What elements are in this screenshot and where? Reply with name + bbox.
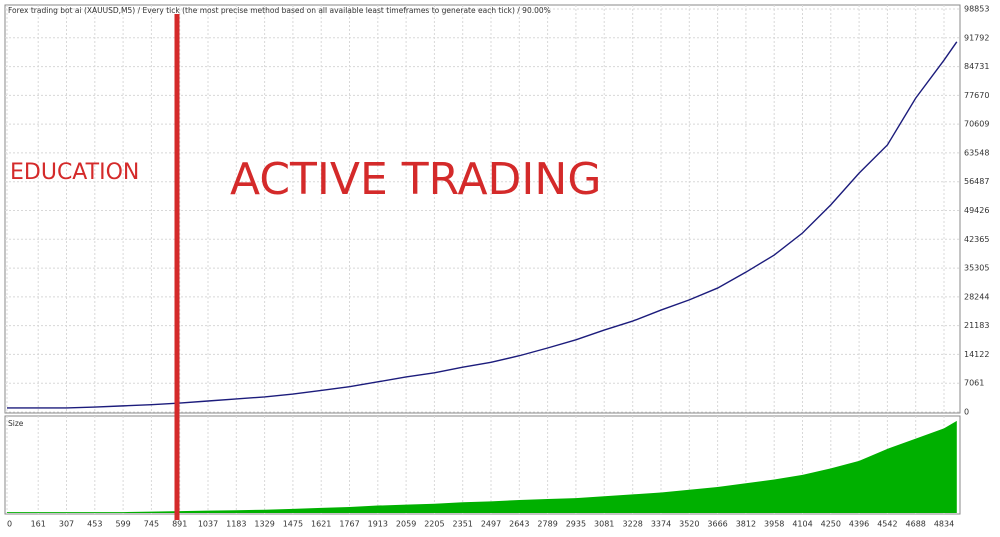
x-tick-label: 161	[31, 520, 46, 529]
y-tick-label: 91792	[964, 33, 989, 42]
x-tick-label: 1183	[226, 520, 246, 529]
x-tick-label: 1767	[339, 520, 359, 529]
y-tick-label: 7061	[964, 379, 984, 388]
x-tick-label: 307	[59, 520, 74, 529]
y-tick-label: 84731	[964, 62, 989, 71]
size-area	[7, 420, 957, 513]
balance-line	[7, 41, 958, 409]
y-tick-label: 56487	[964, 177, 989, 186]
y-tick-label: 77670	[964, 91, 989, 100]
x-tick-label: 3812	[736, 520, 756, 529]
x-tick-label: 4542	[877, 520, 897, 529]
chart-title: Forex trading bot ai (XAUUSD,M5) / Every…	[8, 6, 551, 15]
y-tick-label: 70609	[964, 120, 989, 129]
x-tick-label: 2351	[453, 520, 473, 529]
x-tick-label: 3666	[707, 520, 727, 529]
x-tick-label: 4396	[849, 520, 869, 529]
x-tick-label: 1329	[254, 520, 274, 529]
x-tick-label: 4688	[906, 520, 926, 529]
x-tick-label: 599	[115, 520, 130, 529]
x-tick-label: 3081	[594, 520, 614, 529]
y-tick-label: 21183	[964, 321, 989, 330]
y-tick-label: 28244	[964, 292, 989, 301]
x-tick-label: 2789	[537, 520, 557, 529]
y-tick-label: 63548	[964, 148, 989, 157]
size-label: Size	[8, 419, 24, 428]
x-tick-label: 891	[172, 520, 187, 529]
x-tick-label: 3520	[679, 520, 699, 529]
y-tick-label: 0	[964, 408, 969, 417]
y-tick-label: 35305	[964, 264, 989, 273]
x-tick-label: 0	[7, 520, 12, 529]
x-tick-label: 4834	[934, 520, 954, 529]
x-tick-label: 2059	[396, 520, 416, 529]
y-tick-label: 98853	[964, 5, 989, 14]
annotation: EDUCATION	[10, 160, 139, 185]
y-tick-label: 14122	[964, 350, 989, 359]
x-tick-label: 2205	[424, 520, 444, 529]
x-tick-label: 4104	[792, 520, 812, 529]
annotation: ACTIVE TRADING	[230, 154, 601, 205]
x-tick-label: 745	[144, 520, 159, 529]
x-tick-label: 1037	[198, 520, 218, 529]
x-tick-label: 3228	[623, 520, 643, 529]
balance-panel	[4, 4, 961, 414]
x-tick-label: 4250	[821, 520, 841, 529]
x-tick-label: 3958	[764, 520, 784, 529]
x-tick-label: 1475	[283, 520, 303, 529]
x-tick-label: 1621	[311, 520, 331, 529]
y-tick-label: 42365	[964, 235, 989, 244]
x-tick-label: 2643	[509, 520, 529, 529]
x-tick-label: 2497	[481, 520, 501, 529]
x-tick-label: 2935	[566, 520, 586, 529]
y-tick-label: 49426	[964, 206, 989, 215]
x-tick-label: 1913	[368, 520, 388, 529]
x-tick-label: 3374	[651, 520, 671, 529]
x-tick-label: 453	[87, 520, 102, 529]
